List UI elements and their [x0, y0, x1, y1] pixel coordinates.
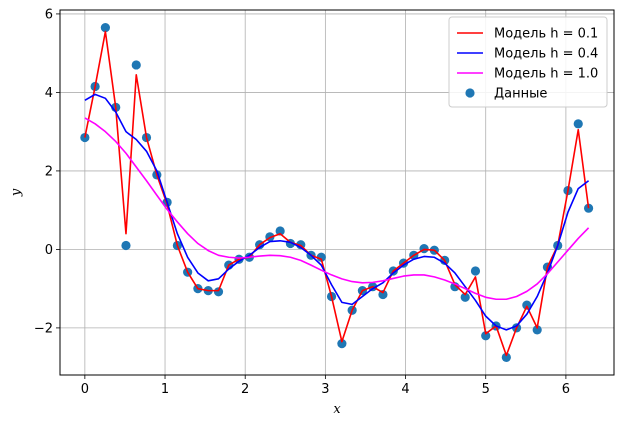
legend-label: Модель h = 1.0 [494, 67, 598, 82]
y-tick-label: 0 [45, 243, 53, 258]
x-tick-label: 2 [241, 382, 249, 397]
legend-label: Модель h = 0.1 [494, 27, 598, 42]
x-tick-label: 4 [401, 382, 409, 397]
data-point [522, 300, 532, 310]
data-point [337, 339, 347, 349]
x-tick-label: 6 [562, 382, 570, 397]
plot-area [80, 23, 594, 362]
data-point [316, 252, 326, 262]
data-point [481, 331, 491, 341]
data-point [532, 325, 542, 335]
y-axis-label: y [9, 188, 24, 197]
legend-label: Данные [494, 87, 547, 102]
series-line [84, 93, 590, 331]
y-tick-label: 4 [45, 86, 53, 101]
x-tick-label: 1 [161, 382, 169, 397]
x-tick-label: 3 [321, 382, 329, 397]
x-tick-label: 0 [81, 382, 89, 397]
data-point [501, 352, 511, 362]
data-point [470, 266, 481, 276]
y-tick-label: −2 [34, 321, 53, 336]
y-tick-label: 2 [45, 164, 53, 179]
x-tick-label: 5 [482, 382, 490, 397]
legend-marker-swatch [465, 88, 475, 98]
y-tick-label: 6 [45, 7, 53, 22]
axes-frame [59, 9, 615, 376]
series-line [84, 117, 590, 301]
legend-box [448, 16, 608, 108]
x-axis-label: x [333, 402, 341, 417]
data-point [213, 287, 224, 297]
legend-label: Модель h = 0.4 [494, 47, 598, 62]
data-point [100, 23, 110, 33]
data-point [460, 292, 470, 302]
data-point [121, 240, 131, 251]
data-point [573, 119, 583, 129]
axis-ticks: 0 1 2 3 4 5 6 −2 0 2 4 6 [34, 7, 570, 397]
data-point [275, 226, 285, 236]
legend: Модель h = 0.1 Модель h = 0.4 Модель h = 1… [448, 16, 608, 108]
data-point [131, 60, 141, 70]
data-point [80, 132, 90, 143]
data-point [378, 289, 388, 300]
